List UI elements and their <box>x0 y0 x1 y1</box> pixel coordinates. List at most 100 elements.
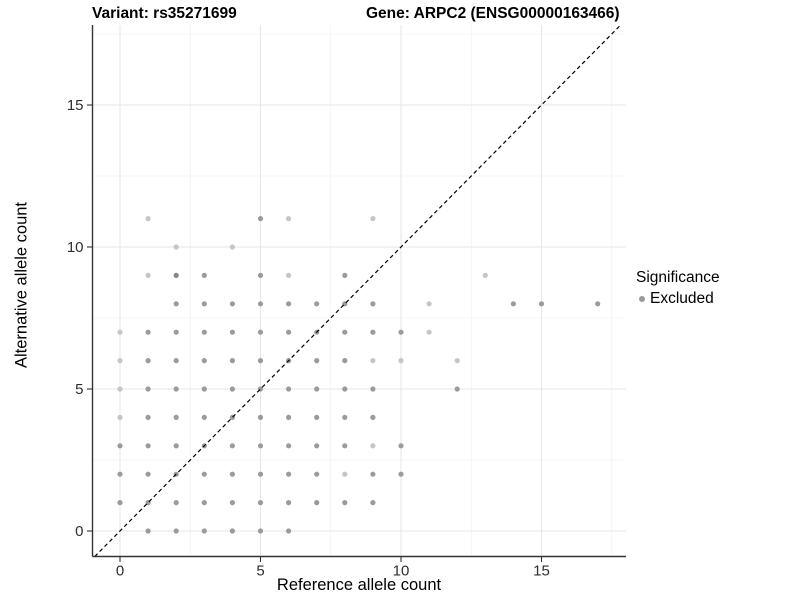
legend-item-excluded: Excluded <box>636 290 720 308</box>
data-point <box>342 471 348 477</box>
data-point <box>257 471 264 477</box>
data-point <box>595 301 601 307</box>
data-point <box>201 471 207 477</box>
data-point <box>117 414 123 420</box>
data-point <box>257 414 264 420</box>
data-point <box>370 443 376 449</box>
data-point <box>201 386 207 392</box>
data-point <box>173 443 179 449</box>
data-point <box>173 386 179 392</box>
data-point <box>370 414 376 420</box>
data-point <box>173 272 179 278</box>
data-point <box>342 386 348 392</box>
data-point <box>173 528 179 534</box>
plot-title-variant: Variant: rs35271699 <box>92 5 237 22</box>
data-point <box>286 443 292 449</box>
circle-icon <box>639 296 645 302</box>
data-point <box>370 471 376 477</box>
data-point <box>201 329 207 335</box>
data-point <box>117 329 123 335</box>
data-point <box>257 216 264 222</box>
data-point <box>117 471 123 477</box>
data-point <box>145 272 151 278</box>
data-point <box>370 386 376 392</box>
data-point <box>145 443 151 449</box>
data-point <box>145 414 151 420</box>
data-point <box>314 443 320 449</box>
x-tick-label: 10 <box>393 563 410 580</box>
x-tick-label: 15 <box>533 563 550 580</box>
legend: Significance Excluded <box>636 269 720 308</box>
data-point <box>314 301 320 307</box>
data-point <box>145 471 151 477</box>
data-point <box>286 414 292 420</box>
y-axis-label: Alternative allele count <box>12 201 31 369</box>
data-point <box>257 272 264 278</box>
data-point <box>286 216 292 222</box>
plot-title-gene: Gene: ARPC2 (ENSG00000163466) <box>366 5 620 22</box>
data-point <box>145 358 151 364</box>
y-tick-label: 10 <box>67 239 84 256</box>
data-point <box>201 301 207 307</box>
data-point <box>257 329 264 335</box>
data-point <box>482 272 488 278</box>
data-point <box>117 443 123 449</box>
data-point <box>201 528 207 534</box>
data-point <box>370 500 376 506</box>
data-point <box>257 528 264 534</box>
data-point <box>229 500 235 506</box>
data-point <box>342 414 348 420</box>
data-point <box>342 358 348 364</box>
data-point <box>229 528 235 534</box>
data-point <box>173 500 179 506</box>
data-point <box>398 471 404 477</box>
data-point <box>145 528 151 534</box>
x-axis-label: Reference allele count <box>276 576 442 594</box>
identity-line <box>94 25 621 557</box>
data-point <box>229 301 235 307</box>
data-point <box>257 443 264 449</box>
y-tick-label: 15 <box>67 97 84 114</box>
data-point <box>426 301 432 307</box>
data-point <box>201 500 207 506</box>
data-point <box>314 500 320 506</box>
data-point <box>201 272 207 278</box>
legend-item-label: Excluded <box>650 290 714 307</box>
legend-title: Significance <box>636 269 720 286</box>
data-point <box>117 358 123 364</box>
data-point <box>342 443 348 449</box>
data-point <box>257 301 264 307</box>
data-point <box>314 358 320 364</box>
data-point <box>145 386 151 392</box>
data-point <box>286 386 292 392</box>
x-tick-label: 5 <box>256 563 264 580</box>
data-point <box>314 414 320 420</box>
data-point <box>173 329 179 335</box>
y-tick-label: 5 <box>75 381 83 398</box>
data-point <box>145 329 151 335</box>
data-point <box>286 272 292 278</box>
data-point <box>314 386 320 392</box>
data-point <box>398 443 404 449</box>
data-point <box>229 443 235 449</box>
data-point <box>370 358 376 364</box>
data-point <box>286 471 292 477</box>
data-point <box>454 386 460 392</box>
data-point <box>286 528 292 534</box>
data-point <box>370 301 376 307</box>
data-point <box>229 329 235 335</box>
data-point <box>398 358 404 364</box>
data-point <box>173 358 179 364</box>
data-point <box>173 301 179 307</box>
data-point <box>257 500 264 506</box>
y-tick-label: 0 <box>75 523 83 540</box>
data-point <box>286 329 292 335</box>
data-point <box>342 500 348 506</box>
data-point <box>370 216 376 222</box>
data-point <box>145 216 151 222</box>
data-point <box>117 386 123 392</box>
data-point <box>173 414 179 420</box>
data-point <box>342 272 348 278</box>
